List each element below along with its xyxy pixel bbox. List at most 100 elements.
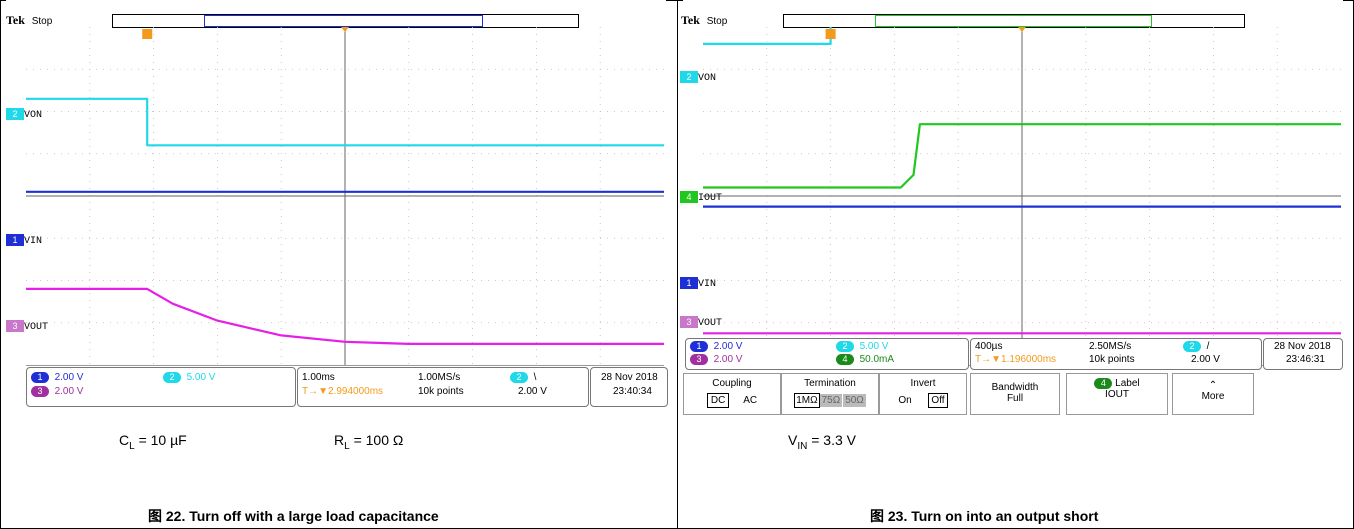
channel-label-von: 2 VON [6, 108, 42, 122]
channel-name: IOUT [698, 193, 723, 204]
channel-marker: 1 [6, 234, 24, 246]
channel-marker: 1 [680, 277, 698, 289]
trigger-position: T→▼2.994000ms [302, 386, 383, 397]
trigger-position: T→▼1.196000ms [975, 354, 1056, 365]
channel-name: VOUT [24, 322, 49, 333]
horizontal-readout[interactable]: 1.00ms 1.00MS/s T→▼2.994000ms 10k points… [297, 367, 589, 407]
vertical-readout[interactable]: 1 2.00 V 2 5.00 V 3 2.00 V 4 50.0mA [685, 338, 969, 370]
caption-rl-symbol: R [334, 432, 345, 448]
label-menu[interactable]: 4 Label IOUT [1066, 373, 1168, 415]
datetime-readout: 28 Nov 2018 23:40:34 [590, 367, 668, 407]
more-icon: ⌃ [1208, 380, 1218, 391]
horizontal-readout[interactable]: 400µs 2.50MS/s T→▼1.196000ms 10k points … [970, 338, 1262, 370]
caption-vin-sub: IN [797, 440, 808, 452]
tek-logo: Tek [6, 13, 25, 27]
record-window [204, 15, 483, 27]
more-menu[interactable]: ⌃ More [1172, 373, 1254, 415]
ch2-scale: 5.00 V [859, 341, 889, 352]
coupling-ac-option[interactable]: AC [743, 395, 758, 406]
trigger-marker-icon [825, 29, 836, 39]
trigger-slope-icon: \ [533, 372, 537, 383]
record-timebar [783, 14, 1245, 28]
channel-menu: Coupling DC AC Termination 1MΩ 75Ω 50Ω Inv… [683, 373, 1343, 415]
ch3-badge: 3 [31, 386, 49, 397]
channel-name: VOUT [698, 318, 723, 329]
date: 28 Nov 2018 [1274, 341, 1331, 352]
channel-marker: 2 [6, 108, 24, 120]
ch2-badge: 2 [836, 341, 854, 352]
center-marker-icon [1018, 27, 1026, 32]
invert-on-option[interactable]: On [898, 395, 912, 406]
termination-title: Termination [804, 378, 856, 389]
termination-menu[interactable]: Termination 1MΩ 75Ω 50Ω [781, 373, 879, 415]
vertical-readout[interactable]: 1 2.00 V 2 5.00 V 3 2.00 V [26, 367, 296, 407]
ch2-badge: 2 [163, 372, 181, 383]
channel-name: VIN [24, 236, 43, 247]
scope-screen-right: Tek Stop 2 VON 4 IOUT 1 VIN 3 VOUT 1 2.00 V … [680, 0, 1343, 425]
coupling-menu[interactable]: Coupling DC AC [683, 373, 781, 415]
term-1m-option[interactable]: 1MΩ [794, 393, 820, 408]
more-label: More [1201, 391, 1225, 402]
caption-vin: VIN = 3.3 V [788, 432, 856, 452]
channel-marker: 3 [680, 316, 698, 328]
caption-cl-value: = 10 µF [134, 432, 187, 448]
label-title: Label [1115, 378, 1140, 389]
caption-vin-value: = 3.3 V [807, 432, 856, 448]
waveform-svg-left [26, 27, 664, 365]
trigger-icon: T→▼ [975, 354, 1002, 365]
bandwidth-title: Bandwidth [991, 382, 1039, 393]
bandwidth-menu[interactable]: Bandwidth Full [970, 373, 1060, 415]
channel-label-vin: 1 VIN [680, 277, 716, 291]
term-75-option[interactable]: 75Ω [819, 394, 843, 407]
invert-title: Invert [910, 378, 936, 389]
ch1-badge: 1 [31, 372, 49, 383]
bandwidth-value: Full [1006, 393, 1024, 404]
trigger-icon: T→▼ [302, 386, 329, 397]
trigger-slope-icon: / [1206, 341, 1210, 352]
sample-rate: 1.00MS/s [418, 372, 461, 383]
record-window [875, 15, 1152, 27]
caption-rl-value: = 100 Ω [349, 432, 404, 448]
record-length: 10k points [1089, 354, 1135, 365]
ch3-scale: 2.00 V [54, 386, 84, 397]
record-length: 10k points [418, 386, 464, 397]
ch1-badge: 1 [690, 341, 708, 352]
caption-cl: CL = 10 µF [119, 432, 187, 452]
invert-menu[interactable]: Invert On Off [879, 373, 967, 415]
coupling-dc-option[interactable]: DC [706, 393, 730, 408]
trace-vout [26, 287, 664, 345]
trigger-source-badge: 2 [510, 372, 528, 383]
trigger-source-badge: 2 [1183, 341, 1201, 352]
channel-name: VON [24, 110, 43, 121]
ch1-scale: 2.00 V [713, 341, 743, 352]
timebase: 400µs [975, 341, 1003, 352]
waveform-svg-right [703, 27, 1341, 365]
ch1-scale: 2.00 V [54, 372, 84, 383]
ch4-scale: 50.0mA [859, 354, 895, 365]
tek-logo: Tek [681, 13, 700, 27]
channel-marker: 2 [680, 71, 698, 83]
channel-label-vout: 3 VOUT [680, 316, 722, 330]
scope-header: Tek Stop [681, 12, 727, 28]
acq-status: Stop [31, 16, 53, 27]
scope-header: Tek Stop [6, 12, 52, 28]
ch3-scale: 2.00 V [713, 354, 743, 365]
time: 23:46:31 [1286, 354, 1325, 365]
invert-off-option[interactable]: Off [928, 393, 948, 408]
timebase: 1.00ms [302, 372, 335, 383]
figure-22-caption: 图 22. Turn off with a large load capacit… [148, 508, 439, 524]
term-50-option[interactable]: 50Ω [843, 394, 866, 407]
trace-iout [703, 123, 1341, 189]
channel-label-vout: 3 VOUT [6, 320, 48, 334]
trigger-position-value: 2.994000ms [328, 386, 384, 397]
trace-von [26, 97, 664, 147]
channel-name: VON [698, 73, 717, 84]
label-ch4-badge: 4 [1094, 378, 1113, 389]
page-divider [677, 0, 678, 529]
acq-status: Stop [706, 16, 728, 27]
channel-marker: 3 [6, 320, 24, 332]
time: 23:40:34 [613, 386, 652, 397]
figure-23-caption: 图 23. Turn on into an output short [870, 508, 1099, 524]
sample-rate: 2.50MS/s [1089, 341, 1132, 352]
trigger-level: 2.00 V [1191, 354, 1220, 365]
